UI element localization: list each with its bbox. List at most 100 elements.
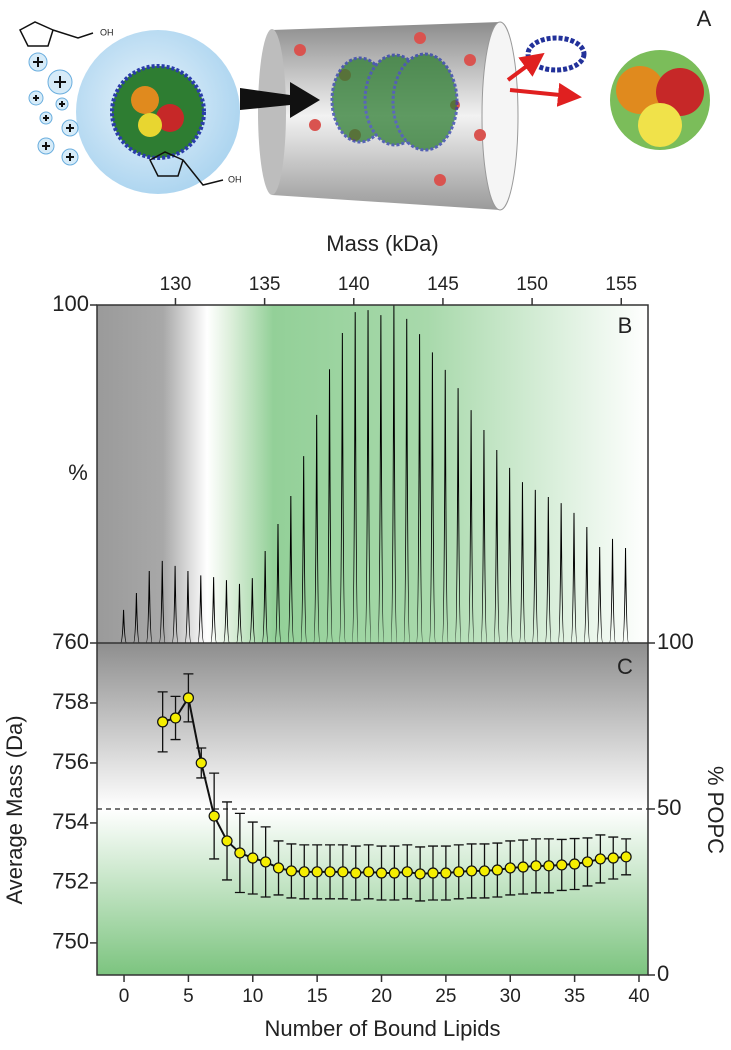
- data-point: [607, 852, 619, 864]
- peak: [145, 570, 153, 644]
- data-point: [169, 712, 182, 724]
- x-tick-label: 130: [160, 274, 192, 295]
- peak: [235, 583, 243, 644]
- x-tick-label: 135: [249, 274, 281, 295]
- peak: [493, 449, 501, 644]
- peak: [364, 310, 372, 644]
- data-point: [195, 757, 207, 769]
- peak: [338, 333, 346, 644]
- peak: [377, 315, 385, 644]
- data-point: [478, 865, 491, 877]
- x-tick-label: 40: [628, 986, 649, 1007]
- y2-tick-label: 50: [657, 795, 681, 820]
- peak: [441, 369, 449, 644]
- data-point: [620, 851, 632, 863]
- chem-label: OH: [100, 27, 114, 37]
- y2-tick-label: 100: [657, 629, 694, 654]
- y-tick-label: 758: [52, 689, 89, 714]
- panel-a-illustration: OH OH: [19, 21, 710, 211]
- x-tick-label: 30: [500, 986, 521, 1007]
- peak: [454, 388, 462, 644]
- data-point: [350, 867, 362, 879]
- data-point: [427, 867, 439, 879]
- panel-label: C: [617, 654, 633, 679]
- peak: [531, 489, 539, 644]
- x-tick-label: 10: [242, 986, 263, 1007]
- panel-label: A: [697, 6, 712, 31]
- y-tick-label: 754: [52, 809, 89, 834]
- y-tick-label: 750: [52, 929, 89, 954]
- data-point: [208, 810, 220, 822]
- data-point: [272, 862, 285, 874]
- peak: [184, 570, 192, 644]
- chem-label: OH: [228, 174, 242, 184]
- frame: [96, 304, 649, 643]
- peak: [403, 318, 411, 644]
- data-point: [157, 716, 169, 728]
- y-axis-title: Average Mass (Da): [2, 715, 27, 904]
- peak: [261, 551, 269, 644]
- peak: [326, 369, 334, 644]
- x-tick-label: 145: [427, 274, 459, 295]
- data-point: [414, 868, 426, 880]
- y-tick-label: 760: [52, 629, 89, 654]
- peak: [274, 524, 282, 644]
- peak: [351, 312, 359, 644]
- peak: [300, 456, 308, 644]
- x-tick-label: 155: [605, 274, 637, 295]
- x-tick-label: 20: [371, 986, 392, 1007]
- data-point: [311, 866, 323, 878]
- peak: [544, 496, 552, 644]
- peak: [596, 547, 604, 644]
- x-tick-label: 140: [338, 274, 370, 295]
- peak: [197, 575, 205, 644]
- y2-axis-title: % POPC: [703, 766, 728, 854]
- peak: [210, 577, 218, 644]
- peak: [287, 495, 295, 644]
- data-point: [453, 866, 465, 878]
- data-point: [234, 847, 246, 859]
- peak: [518, 482, 526, 644]
- peak: [622, 548, 630, 644]
- data-point: [260, 856, 272, 868]
- data-point: [401, 866, 413, 878]
- x-tick-label: 25: [435, 986, 456, 1007]
- data-point: [530, 860, 542, 872]
- peak: [313, 414, 321, 644]
- peak: [609, 538, 617, 644]
- data-point: [182, 692, 195, 704]
- y2-tick-label: 0: [657, 961, 669, 986]
- data-point: [298, 866, 310, 878]
- peak: [416, 334, 424, 644]
- x-tick-label: 150: [516, 274, 548, 295]
- peak: [132, 592, 140, 644]
- data-point: [517, 861, 529, 873]
- data-point: [504, 862, 516, 874]
- peak: [467, 410, 475, 644]
- peak: [428, 352, 436, 644]
- x-tick-label: 0: [119, 986, 130, 1007]
- peak: [506, 467, 514, 644]
- data-point: [375, 867, 388, 879]
- data-point: [581, 856, 594, 868]
- data-point: [363, 866, 375, 878]
- data-point: [221, 835, 233, 847]
- data-point: [285, 865, 297, 877]
- data-point: [556, 859, 568, 871]
- data-point: [337, 866, 349, 878]
- data-point: [466, 865, 478, 877]
- y-tick-label: 752: [52, 869, 89, 894]
- data-point: [324, 866, 336, 878]
- data-point: [594, 853, 606, 865]
- data-point: [491, 864, 503, 876]
- peak: [570, 512, 578, 644]
- panel-label: B: [618, 313, 633, 338]
- panel-b-background: [97, 305, 648, 643]
- data-point: [247, 852, 259, 864]
- peak: [583, 527, 591, 644]
- peak: [557, 503, 565, 644]
- x-tick-label: 5: [183, 986, 194, 1007]
- x-tick-label: 15: [307, 986, 328, 1007]
